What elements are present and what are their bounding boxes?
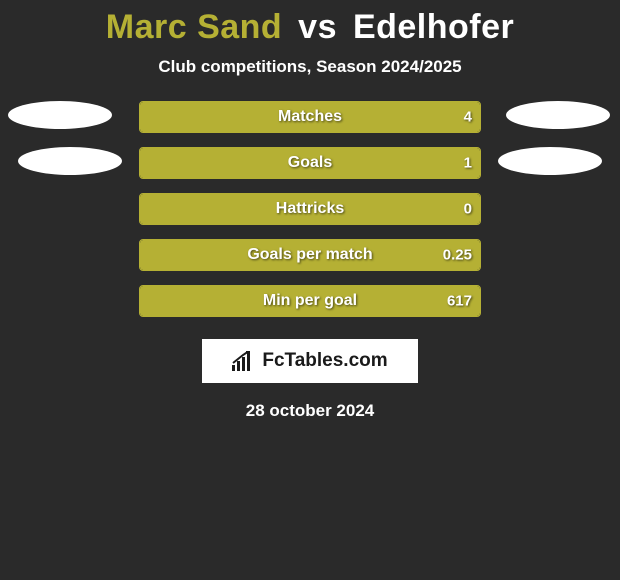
stat-row: Matches 4 — [0, 101, 620, 133]
stat-row: Hattricks 0 — [0, 193, 620, 225]
brand-text: FcTables.com — [262, 350, 387, 372]
stat-label: Goals per match — [247, 246, 372, 264]
stat-bar: Hattricks 0 — [139, 193, 481, 225]
subtitle: Club competitions, Season 2024/2025 — [0, 57, 620, 77]
stats-container: Matches 4 Goals 1 Hattricks 0 Goals per match 0… — [0, 101, 620, 317]
stat-label: Goals — [288, 154, 332, 172]
stat-label: Hattricks — [276, 200, 344, 218]
stat-bar: Goals 1 — [139, 147, 481, 179]
stat-bar: Min per goal 617 — [139, 285, 481, 317]
comparison-title: Marc Sand vs Edelhofer — [0, 0, 620, 51]
stat-value: 0.25 — [443, 247, 472, 264]
stat-row: Goals per match 0.25 — [0, 239, 620, 271]
player1-name: Marc Sand — [106, 8, 282, 46]
stat-label: Min per goal — [263, 292, 357, 310]
player2-marker — [506, 101, 610, 129]
player1-marker — [18, 147, 122, 175]
player1-marker — [8, 101, 112, 129]
stat-label: Matches — [278, 108, 342, 126]
date-label: 28 october 2024 — [0, 401, 620, 421]
stat-value: 1 — [464, 155, 472, 172]
vs-label: vs — [298, 8, 337, 46]
stat-value: 617 — [447, 293, 472, 310]
brand-badge: FcTables.com — [202, 339, 418, 383]
stat-value: 0 — [464, 201, 472, 218]
chart-icon — [232, 351, 256, 371]
stat-value: 4 — [464, 109, 472, 126]
player2-marker — [498, 147, 602, 175]
stat-row: Min per goal 617 — [0, 285, 620, 317]
stat-row: Goals 1 — [0, 147, 620, 179]
stat-bar: Goals per match 0.25 — [139, 239, 481, 271]
stat-bar: Matches 4 — [139, 101, 481, 133]
player2-name: Edelhofer — [353, 8, 514, 46]
